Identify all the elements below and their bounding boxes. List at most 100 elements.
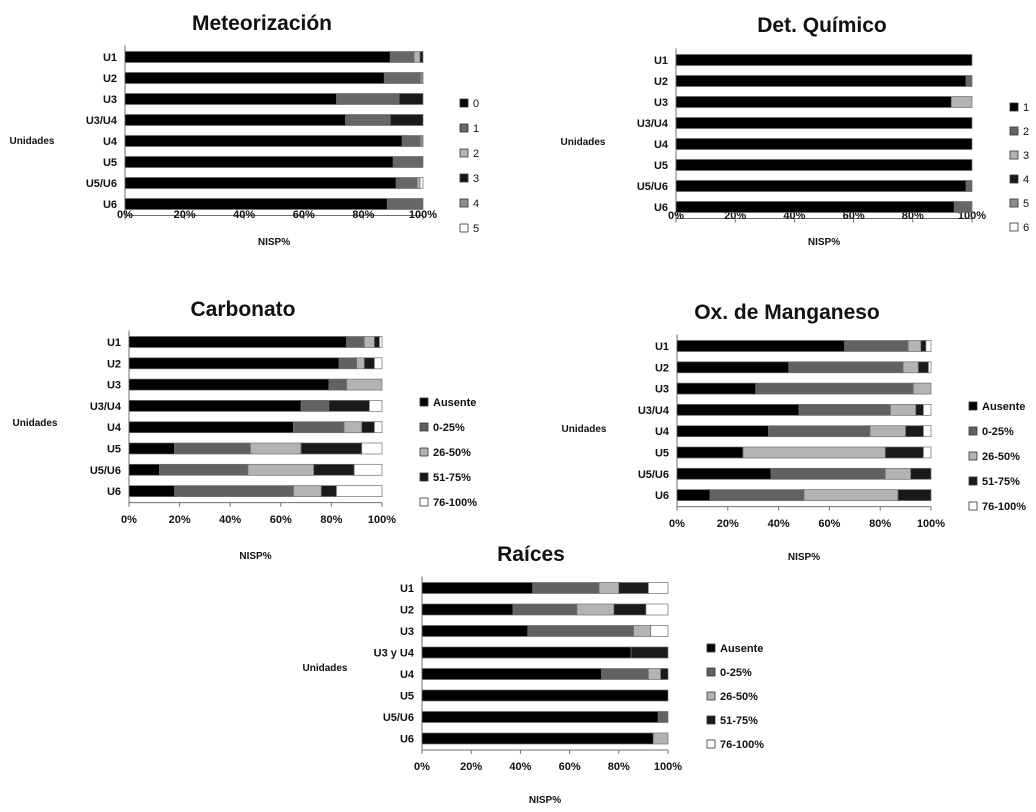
bar-segment xyxy=(768,425,871,438)
bar-segment xyxy=(389,114,424,126)
y-tick-label: U6 xyxy=(400,734,414,746)
bar-segment xyxy=(965,180,973,192)
bar-segment xyxy=(965,75,973,87)
y-tick-label: U1 xyxy=(107,337,121,349)
bar-segment xyxy=(660,668,669,680)
bar-segment xyxy=(293,485,322,497)
bar-segment xyxy=(128,400,302,412)
y-tick-label: U3/U4 xyxy=(90,401,122,413)
legend-swatch xyxy=(419,497,429,507)
x-tick-label: 40% xyxy=(233,209,255,221)
bar-segment xyxy=(844,340,909,352)
bar-segment xyxy=(613,603,647,616)
y-tick-label: U4 xyxy=(103,136,118,148)
x-tick-label: 20% xyxy=(717,518,739,530)
legend-swatch xyxy=(459,223,469,233)
x-tick-label: 60% xyxy=(270,514,292,526)
y-tick-label: U3 xyxy=(103,94,117,106)
bar-segment xyxy=(124,156,394,168)
x-tick-label: 80% xyxy=(320,514,342,526)
legend-swatch xyxy=(459,123,469,133)
legend-label: 26-50% xyxy=(720,691,758,703)
bar-segment xyxy=(676,340,845,352)
bar-segment xyxy=(742,446,886,459)
bar-segment xyxy=(675,96,952,108)
legend-label: 4 xyxy=(1023,174,1029,186)
legend-swatch xyxy=(419,397,429,407)
x-tick-label: 80% xyxy=(869,518,891,530)
y-tick-label: U6 xyxy=(654,202,668,214)
bar-segment xyxy=(346,336,365,348)
bar-segment xyxy=(953,201,973,213)
bar-segment xyxy=(250,442,302,455)
bar-segment xyxy=(897,489,932,501)
legend-label: 4 xyxy=(473,198,479,210)
x-tick-label: 80% xyxy=(608,761,630,773)
bar-segment xyxy=(356,357,365,370)
bar-segment xyxy=(657,711,669,723)
legend-label: 5 xyxy=(1023,198,1029,210)
y-tick-label: U5 xyxy=(103,157,117,169)
bar-segment xyxy=(174,442,251,455)
legend-swatch xyxy=(968,401,978,411)
bar-segment xyxy=(419,72,424,84)
bar-segment xyxy=(421,603,514,616)
y-tick-label: U6 xyxy=(107,486,121,498)
bar-segment xyxy=(293,421,345,434)
bar-segment xyxy=(532,582,600,594)
chart-raices: Raíces Unidades 0% 20% 40% 60% 80% 100% NISP% U1 U… xyxy=(302,543,764,806)
bar-segment xyxy=(601,668,649,680)
bar-segment xyxy=(128,336,347,348)
y-tick-label: U5 xyxy=(400,691,414,703)
legend-swatch xyxy=(706,739,716,749)
x-tick-label: 40% xyxy=(768,518,790,530)
x-tick-label: 100% xyxy=(958,210,986,222)
legend-swatch xyxy=(706,715,716,725)
x-tick-label: 20% xyxy=(460,761,482,773)
legend-label: Ausente xyxy=(982,401,1025,413)
x-tick-label: 100% xyxy=(917,518,945,530)
legend-label: 5 xyxy=(473,223,479,235)
x-axis-label: NISP% xyxy=(808,237,840,248)
bar-segment xyxy=(905,425,924,438)
bar-segment xyxy=(300,400,330,412)
y-tick-label: U2 xyxy=(107,358,121,370)
bar-segment xyxy=(676,404,800,416)
bar-segment xyxy=(676,382,757,395)
bar-segment xyxy=(675,54,973,66)
y-tick-label: U3/U4 xyxy=(637,118,669,130)
legend-label: 3 xyxy=(1023,150,1029,162)
x-tick-label: 0% xyxy=(121,514,137,526)
x-tick-label: 80% xyxy=(352,209,374,221)
bar-segment xyxy=(124,177,397,189)
bar-segment xyxy=(389,51,415,63)
legend-swatch xyxy=(1009,150,1019,160)
bar-segment xyxy=(907,340,922,352)
bar-segment xyxy=(421,625,529,637)
y-axis-label: Unidades xyxy=(560,137,605,148)
legend-label: 76-100% xyxy=(720,739,764,751)
bar-segment xyxy=(338,357,358,370)
bar-segment xyxy=(361,442,383,455)
bar-segment xyxy=(124,135,403,147)
y-tick-label: U1 xyxy=(654,55,668,67)
x-tick-label: 100% xyxy=(368,514,396,526)
legend-swatch xyxy=(1009,174,1019,184)
x-tick-label: 60% xyxy=(843,210,865,222)
legend-swatch xyxy=(1009,126,1019,136)
y-tick-label: U2 xyxy=(654,76,668,88)
bar-segment xyxy=(124,198,388,210)
bar-segment xyxy=(320,485,337,497)
bar-segment xyxy=(128,442,175,455)
bar-segment xyxy=(527,625,634,637)
bar-segment xyxy=(416,177,421,189)
bar-segment xyxy=(174,485,294,497)
chart-title: Det. Químico xyxy=(757,14,887,37)
bar-segment xyxy=(124,114,346,126)
x-axis-label: NISP% xyxy=(258,237,290,248)
y-tick-label: U1 xyxy=(103,52,117,64)
bar-segment xyxy=(618,582,649,594)
bar-segment xyxy=(300,442,363,455)
x-axis-label: NISP% xyxy=(529,795,561,806)
